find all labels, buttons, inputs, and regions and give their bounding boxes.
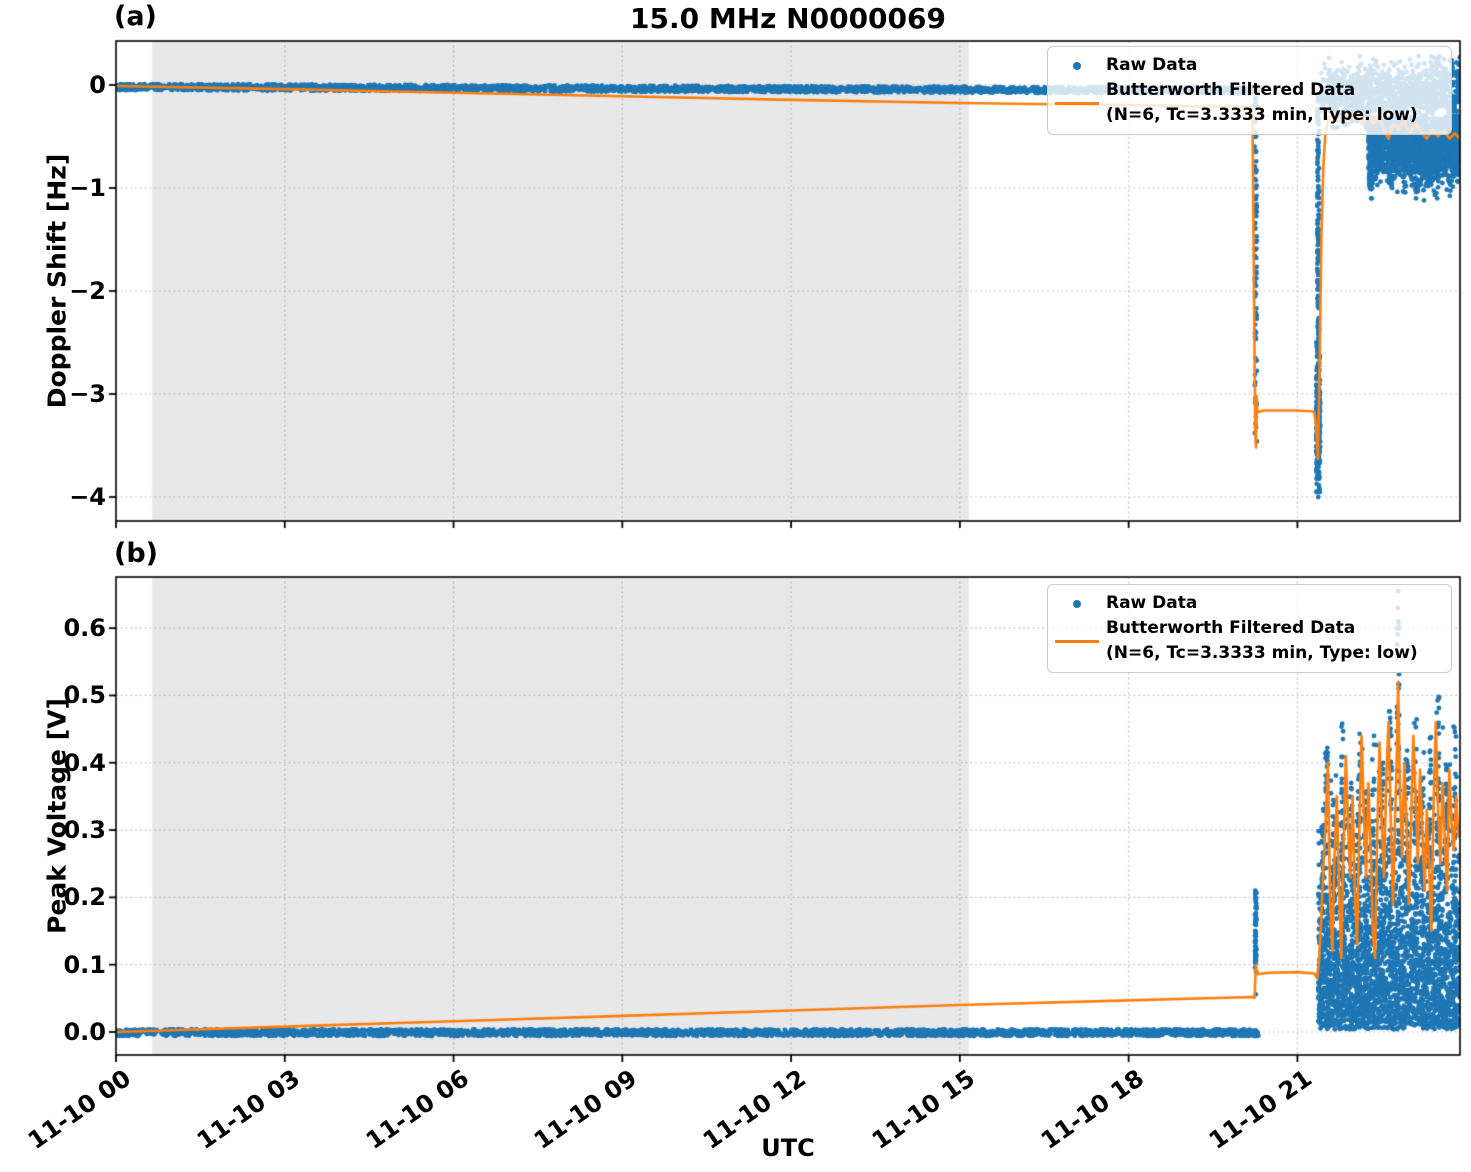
legend-entry-raw: Raw Data: [1048, 591, 1451, 616]
y-tick-label: 0.2: [63, 883, 106, 912]
legend-filtered-label: Butterworth Filtered Data (N=6, Tc=3.3333…: [1106, 618, 1418, 663]
figure-title: 15.0 MHz N0000069: [630, 2, 946, 35]
legend-raw-label: Raw Data: [1106, 55, 1198, 75]
x-axis-label: UTC: [761, 1134, 815, 1162]
y-tick-label: 0.0: [63, 1017, 106, 1046]
y-tick-label: 0.1: [63, 950, 106, 979]
y-tick-label: −2: [69, 276, 106, 305]
filtered-data-marker-icon: [1048, 101, 1106, 105]
legend-filtered-label: Butterworth Filtered Data (N=6, Tc=3.3333…: [1106, 80, 1418, 125]
raw-data-marker-icon: [1048, 61, 1106, 70]
panel-b-label: (b): [114, 538, 159, 569]
legend-raw-label: Raw Data: [1106, 593, 1198, 613]
legend-entry-filtered: Butterworth Filtered Data (N=6, Tc=3.3333…: [1048, 616, 1451, 666]
legend-panel-a: Raw Data Butterworth Filtered Data (N=6, …: [1047, 46, 1452, 135]
legend-panel-b: Raw Data Butterworth Filtered Data (N=6, …: [1047, 584, 1452, 673]
panel-a-label: (a): [114, 1, 157, 32]
y-tick-label: 0: [89, 70, 106, 99]
y-tick-label: 0.3: [63, 816, 106, 845]
y-tick-label: 0.5: [63, 681, 106, 710]
y-tick-label: 0.4: [63, 748, 106, 777]
y-tick-label: −4: [69, 483, 106, 511]
y-tick-label: 0.6: [63, 614, 106, 643]
filtered-data-marker-icon: [1048, 639, 1106, 643]
legend-entry-raw: Raw Data: [1048, 53, 1451, 78]
legend-entry-filtered: Butterworth Filtered Data (N=6, Tc=3.3333…: [1048, 78, 1451, 128]
raw-data-marker-icon: [1048, 599, 1106, 608]
y-tick-label: −1: [69, 173, 106, 202]
y-tick-label: −3: [69, 379, 106, 408]
